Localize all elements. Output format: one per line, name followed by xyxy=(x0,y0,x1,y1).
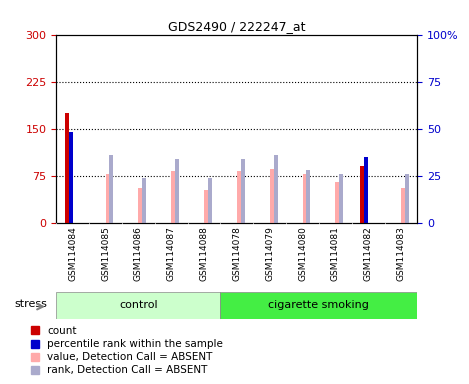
Text: GSM114085: GSM114085 xyxy=(101,226,110,281)
Text: cigarette smoking: cigarette smoking xyxy=(268,300,370,310)
Title: GDS2490 / 222247_at: GDS2490 / 222247_at xyxy=(168,20,306,33)
Bar xyxy=(106,174,109,223)
Bar xyxy=(56,292,220,319)
Text: GSM114079: GSM114079 xyxy=(265,226,274,281)
Text: control: control xyxy=(119,300,158,310)
Bar xyxy=(171,171,175,223)
Bar xyxy=(270,169,273,223)
Text: GSM114088: GSM114088 xyxy=(199,226,209,281)
Bar xyxy=(339,174,343,223)
Bar xyxy=(241,159,245,223)
Text: GSM114081: GSM114081 xyxy=(331,226,340,281)
Bar xyxy=(220,292,417,319)
Text: GSM114082: GSM114082 xyxy=(363,226,373,281)
Bar xyxy=(364,157,368,223)
Text: stress: stress xyxy=(14,299,47,309)
Bar xyxy=(69,132,73,223)
Text: GSM114078: GSM114078 xyxy=(232,226,242,281)
Bar xyxy=(306,170,310,223)
Bar xyxy=(401,188,405,223)
Bar xyxy=(335,182,339,223)
Bar xyxy=(138,188,142,223)
Bar xyxy=(175,159,179,223)
Text: GSM114084: GSM114084 xyxy=(68,226,77,281)
Legend: count, percentile rank within the sample, value, Detection Call = ABSENT, rank, : count, percentile rank within the sample… xyxy=(29,324,226,377)
Bar xyxy=(65,113,69,223)
Text: GSM114080: GSM114080 xyxy=(298,226,307,281)
Bar xyxy=(109,155,113,223)
Bar xyxy=(142,177,146,223)
Text: GSM114087: GSM114087 xyxy=(166,226,176,281)
Bar xyxy=(204,190,208,223)
Text: GSM114083: GSM114083 xyxy=(396,226,406,281)
Bar xyxy=(208,177,212,223)
Bar xyxy=(273,155,278,223)
Bar xyxy=(360,166,364,223)
Bar xyxy=(237,170,241,223)
Bar xyxy=(405,174,409,223)
Text: GSM114086: GSM114086 xyxy=(134,226,143,281)
Bar xyxy=(303,174,306,223)
